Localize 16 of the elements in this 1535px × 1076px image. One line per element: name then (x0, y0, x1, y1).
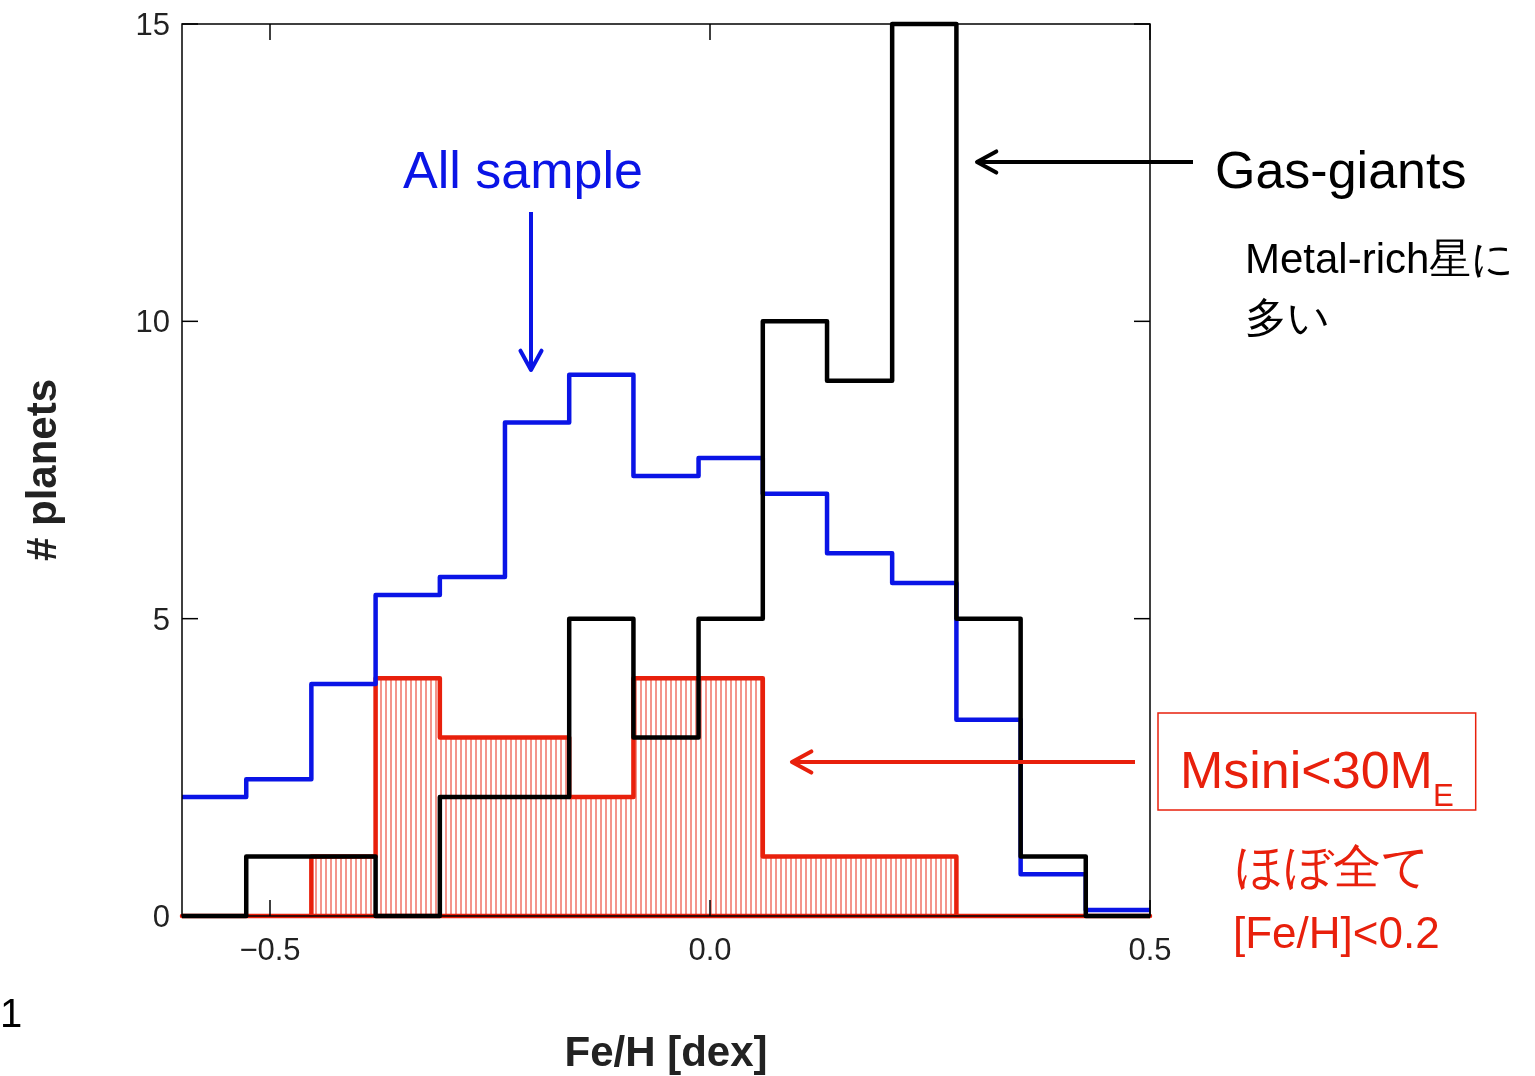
x-tick-label: 0.5 (1128, 932, 1172, 967)
x-tick-label: 0.0 (688, 932, 732, 967)
text: All sample (403, 141, 643, 199)
y-tick-label: 10 (135, 304, 170, 340)
text: 1 (0, 991, 23, 1035)
text: ほぼ全て (1235, 840, 1430, 893)
text: Metal-rich星に多い (1245, 235, 1515, 341)
y-tick-label: 5 (152, 601, 170, 637)
y-tick-label: 15 (135, 7, 170, 42)
x-tick-label: −0.5 (239, 932, 301, 967)
text: [Fe/H]<0.2 (1233, 908, 1440, 957)
text: Msini<30M$_{E}$ (1180, 741, 1454, 813)
x-axis-title: Fe/H [dex] (564, 1028, 768, 1075)
y-tick-label: 0 (152, 899, 170, 934)
legend-label: Gas-giants (1215, 141, 1467, 199)
y-axis-title: # planets (18, 378, 65, 562)
